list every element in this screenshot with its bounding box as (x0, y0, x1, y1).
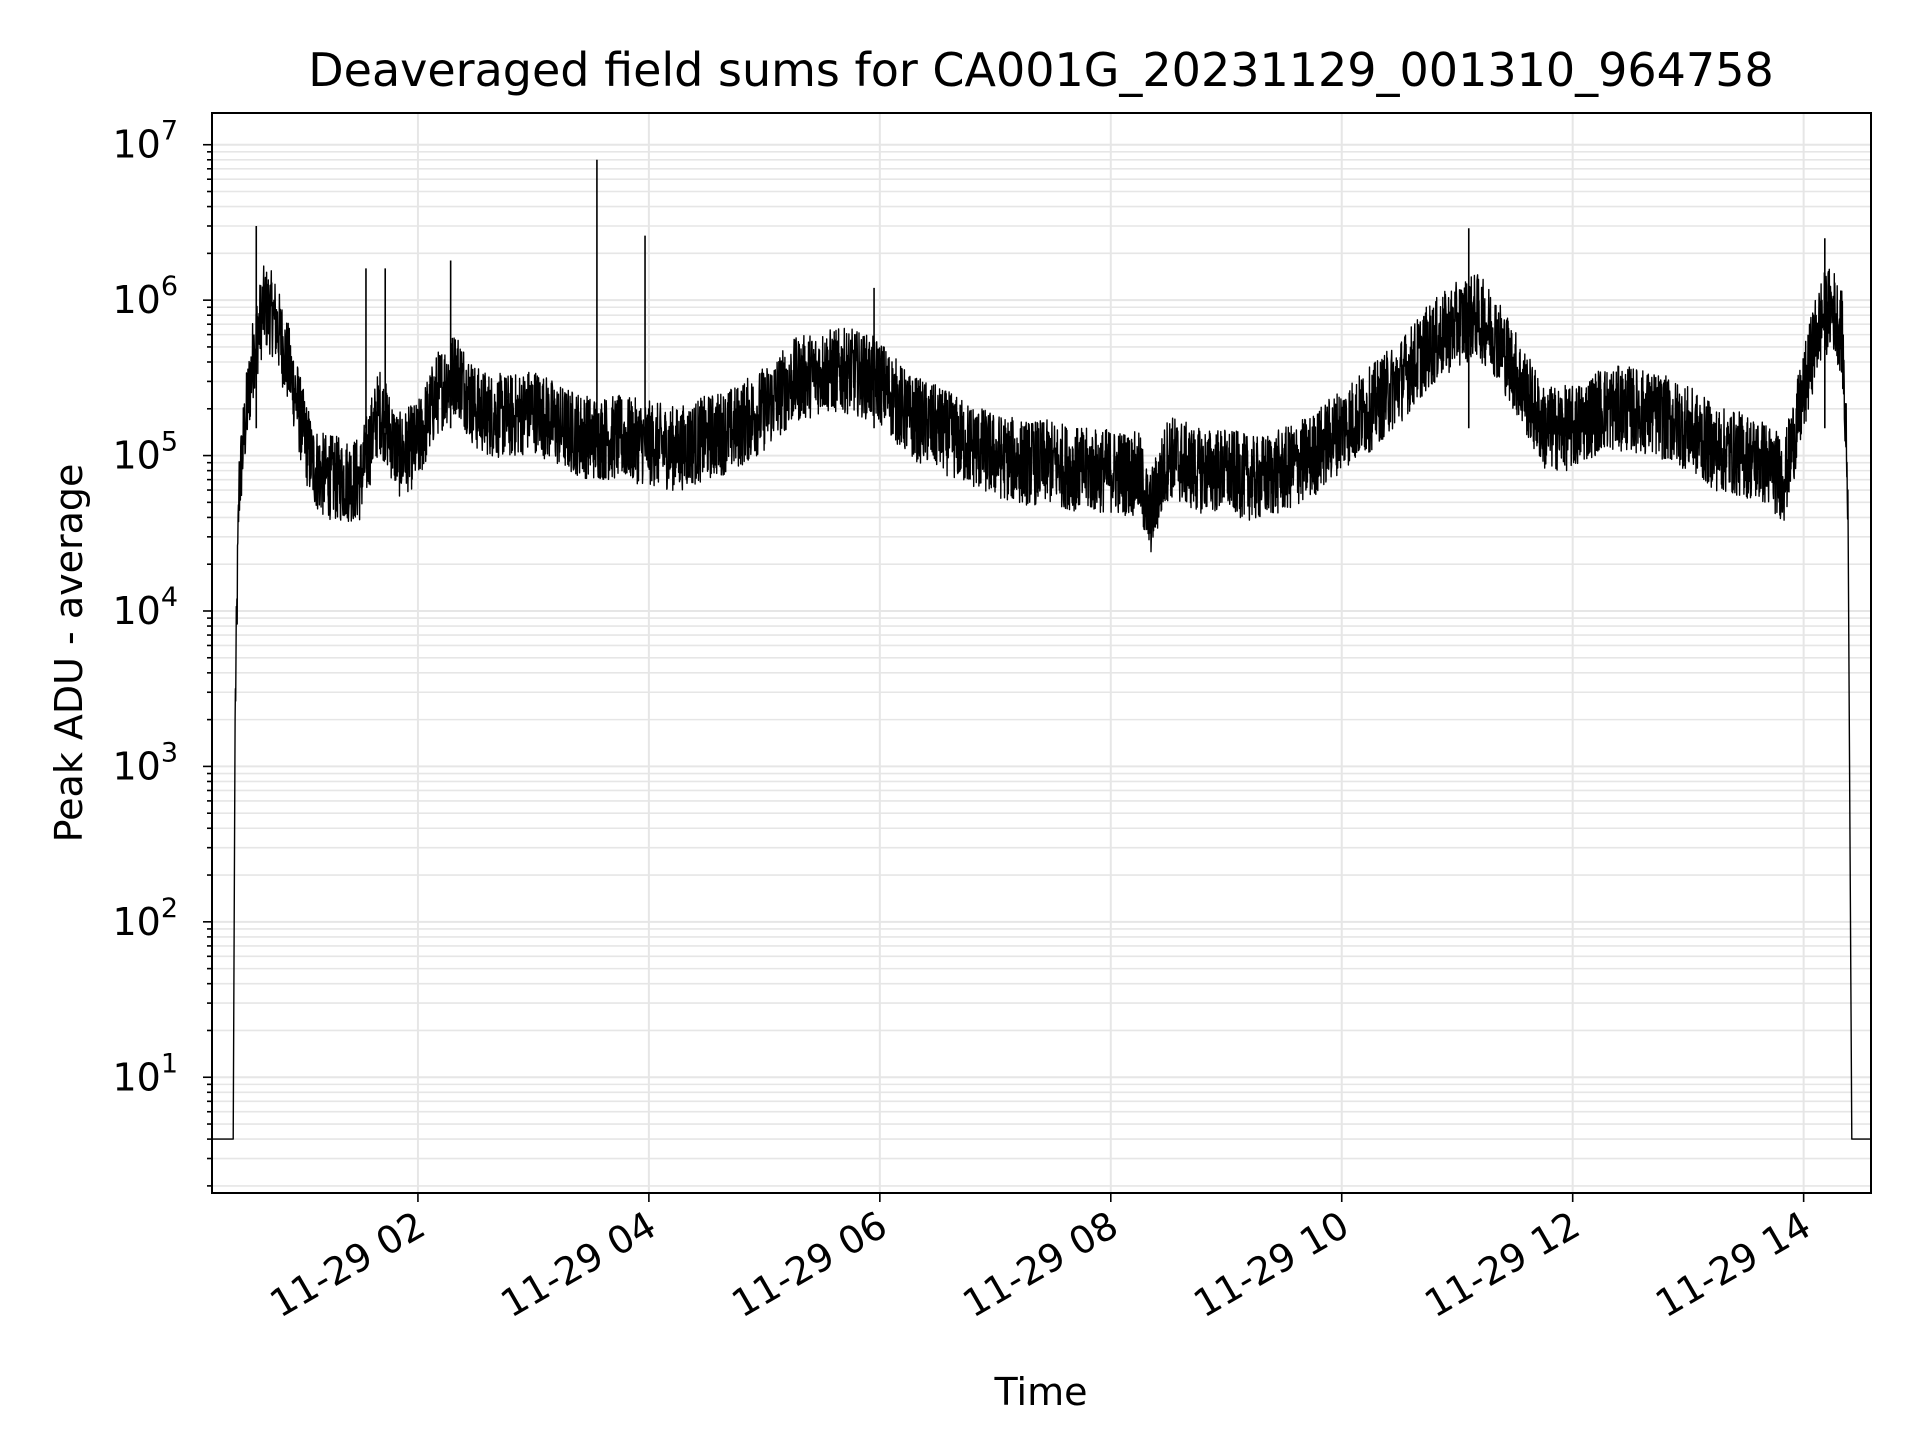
grid-layer (212, 113, 1871, 1193)
chart-title: Deaveraged field sums for CA001G_2023112… (308, 43, 1774, 97)
y-axis-label: Peak ADU - average (47, 464, 91, 843)
data-series-line (212, 265, 1871, 1140)
y-tick-label: 107 (112, 116, 178, 167)
plot-frame (211, 112, 1872, 1194)
y-tick-label: 103 (112, 737, 178, 788)
y-tick-label: 105 (112, 427, 178, 478)
y-tick-label: 101 (112, 1048, 178, 1099)
line-layer (212, 159, 1871, 1140)
y-tick-label: 104 (112, 582, 178, 633)
x-axis-label: Time (994, 1370, 1088, 1414)
y-tick-label: 106 (112, 271, 178, 322)
y-tick-label: 102 (112, 893, 178, 944)
